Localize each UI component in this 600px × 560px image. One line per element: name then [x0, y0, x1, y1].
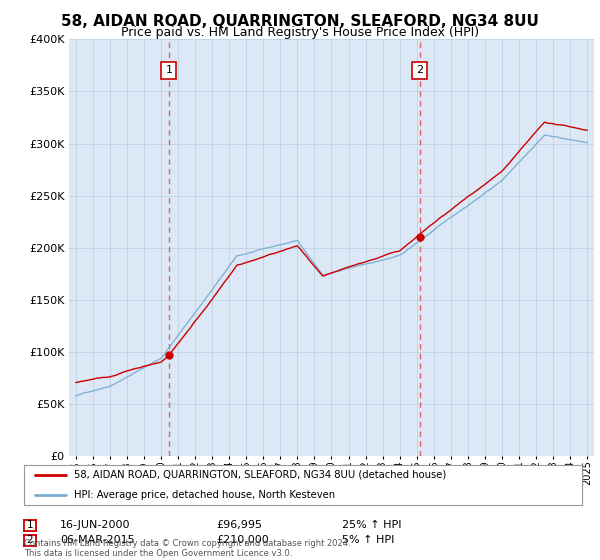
- Text: 06-MAR-2015: 06-MAR-2015: [60, 535, 134, 545]
- Text: 25% ↑ HPI: 25% ↑ HPI: [342, 520, 401, 530]
- Text: 2: 2: [26, 535, 34, 545]
- Text: 58, AIDAN ROAD, QUARRINGTON, SLEAFORD, NG34 8UU: 58, AIDAN ROAD, QUARRINGTON, SLEAFORD, N…: [61, 14, 539, 29]
- Text: 2: 2: [416, 66, 423, 76]
- Text: Price paid vs. HM Land Registry's House Price Index (HPI): Price paid vs. HM Land Registry's House …: [121, 26, 479, 39]
- Text: 1: 1: [26, 520, 34, 530]
- Text: 58, AIDAN ROAD, QUARRINGTON, SLEAFORD, NG34 8UU (detached house): 58, AIDAN ROAD, QUARRINGTON, SLEAFORD, N…: [74, 470, 446, 480]
- Text: Contains HM Land Registry data © Crown copyright and database right 2024.
This d: Contains HM Land Registry data © Crown c…: [24, 539, 350, 558]
- Text: 16-JUN-2000: 16-JUN-2000: [60, 520, 131, 530]
- Text: 5% ↑ HPI: 5% ↑ HPI: [342, 535, 394, 545]
- Text: 1: 1: [166, 66, 172, 76]
- Text: HPI: Average price, detached house, North Kesteven: HPI: Average price, detached house, Nort…: [74, 490, 335, 500]
- Text: £96,995: £96,995: [216, 520, 262, 530]
- Text: £210,000: £210,000: [216, 535, 269, 545]
